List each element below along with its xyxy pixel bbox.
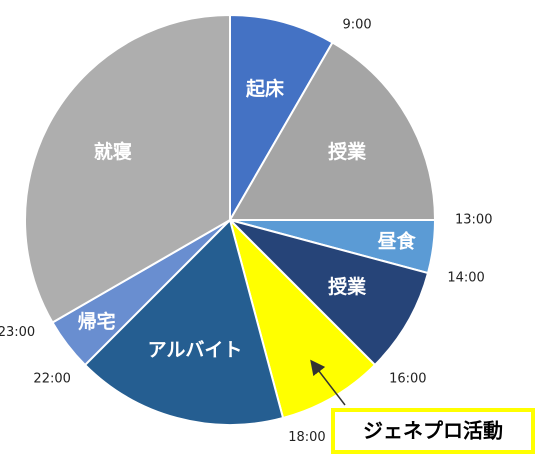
slice-label: 授業 bbox=[328, 140, 367, 163]
slice-label: 昼食 bbox=[378, 229, 417, 252]
slice-label: アルバイト bbox=[148, 339, 243, 361]
time-label: 13:00 bbox=[455, 213, 492, 228]
slice bbox=[229, 13, 334, 224]
slice bbox=[226, 218, 430, 367]
slice bbox=[24, 13, 231, 324]
slice bbox=[228, 216, 377, 420]
time-label: 23:00 bbox=[0, 325, 35, 340]
callout-arrow bbox=[310, 359, 346, 406]
pie bbox=[24, 13, 437, 426]
slice-label: 帰宅 bbox=[78, 310, 116, 333]
slice-label: 起床 bbox=[245, 77, 284, 100]
slice bbox=[228, 41, 437, 221]
time-label: 22:00 bbox=[33, 372, 70, 387]
time-label: 14:00 bbox=[447, 271, 484, 286]
time-label: 7:00 bbox=[215, 0, 244, 3]
slice-label: 授業 bbox=[328, 275, 367, 298]
time-label: 9:00 bbox=[343, 18, 372, 33]
slice bbox=[83, 218, 285, 426]
time-label: 18:00 bbox=[288, 430, 325, 445]
callout-box bbox=[331, 408, 535, 454]
callout-label: ジェネプロ活動 bbox=[363, 419, 503, 443]
slice-label: 就寝 bbox=[94, 140, 132, 163]
time-label: 16:00 bbox=[389, 372, 426, 387]
